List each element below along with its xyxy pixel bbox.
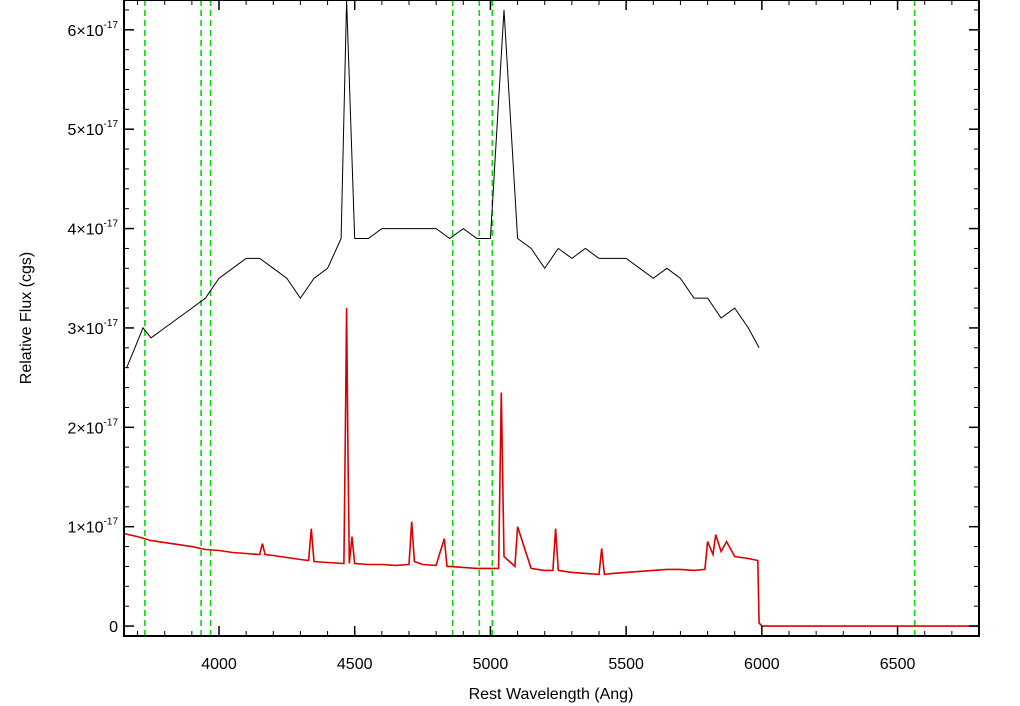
observed-spectrum-line: [126, 0, 760, 368]
y-tick-label: 6×10-17: [68, 20, 119, 40]
x-axis-title: Rest Wavelength (Ang): [469, 686, 634, 703]
y-tick-label: 1×10-17: [68, 517, 119, 537]
y-tick-label: 2×10-17: [68, 417, 119, 437]
model-spectrum-line: [124, 308, 979, 627]
x-tick-label: 6000: [744, 656, 780, 673]
spectrum-series: [124, 0, 979, 627]
x-tick-label: 6500: [880, 656, 916, 673]
y-tick-label: 5×10-17: [68, 119, 119, 139]
plot-frame: [123, 0, 980, 637]
y-tick-label: 4×10-17: [68, 219, 119, 239]
y-axis-title: Relative Flux (cgs): [18, 252, 35, 384]
emission-line-markers: [144, 0, 916, 636]
axis-ticks: 4000 4500 5000 5500 6000 6500 0 1×10-17 2×10-17 3…: [68, 0, 980, 673]
y-tick-label: 0: [109, 619, 118, 636]
x-tick-label: 4500: [337, 656, 373, 673]
x-tick-label: 4000: [201, 656, 237, 673]
x-tick-label: 5000: [473, 656, 509, 673]
y-tick-label: 3×10-17: [68, 318, 119, 338]
x-tick-label: 5500: [608, 656, 644, 673]
